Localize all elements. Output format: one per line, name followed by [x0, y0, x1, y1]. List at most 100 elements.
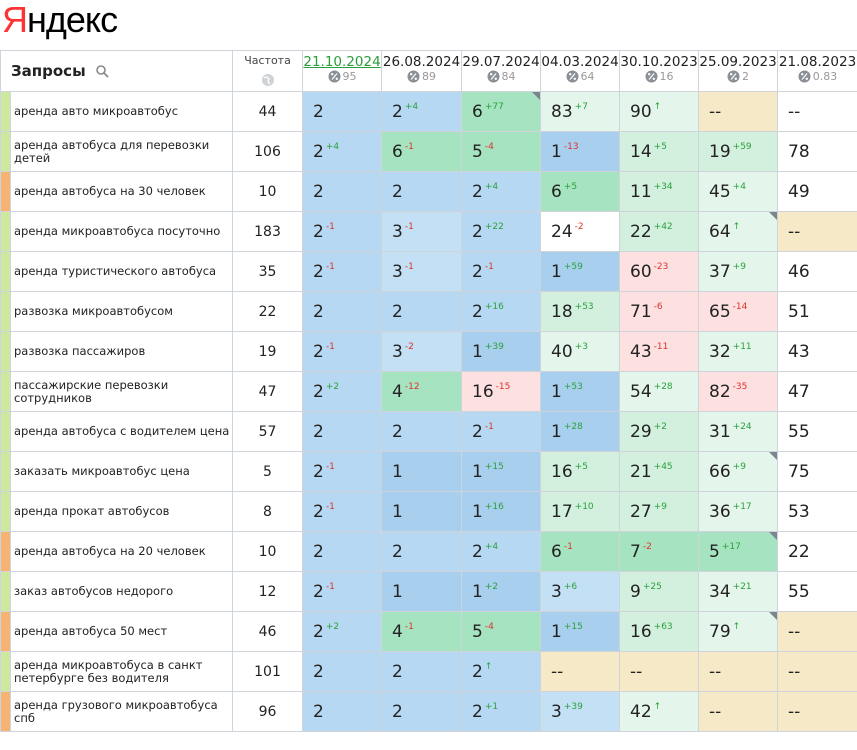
position-change: +63: [653, 621, 673, 632]
position-cell: 2 -1: [302, 451, 383, 492]
query-cell: заказ автобусов недорого: [9, 571, 234, 612]
position-cell: 40 +3: [540, 331, 621, 372]
date-label: 25.09.2023: [699, 54, 777, 70]
position-value: 16: [551, 461, 573, 482]
position-value: 55: [788, 421, 810, 442]
row-marker: [0, 491, 11, 532]
position-cell: 2: [381, 291, 463, 332]
position-value: 3: [392, 261, 403, 282]
position-value: 2: [392, 541, 403, 562]
date-header[interactable]: 25.09.2023 2: [698, 50, 779, 92]
query-cell: развозка пассажиров: [9, 331, 234, 372]
date-sub: 64: [542, 70, 619, 83]
position-change: -1: [325, 261, 335, 272]
position-change: -1: [404, 621, 414, 632]
date-sub: 2: [700, 70, 777, 83]
position-cell: 43: [777, 331, 857, 372]
table-row: аренда автобуса с водителем цена 57 2 2 2 -1 1…: [0, 411, 857, 452]
position-cell: 31 +24: [698, 411, 779, 452]
date-header[interactable]: 30.10.2023 16: [619, 50, 700, 92]
position-value: 2: [472, 301, 483, 322]
position-value: 79: [709, 621, 731, 642]
search-icon[interactable]: [95, 64, 109, 78]
frequency-cell: 57: [232, 411, 304, 452]
percent-icon: [566, 70, 579, 83]
yandex-logo: Яндекс: [2, 0, 118, 40]
position-change: -1: [484, 261, 494, 272]
position-change: +17: [721, 541, 741, 552]
position-value: --: [788, 701, 801, 722]
position-cell: 78: [777, 131, 857, 172]
position-value: 2: [313, 141, 324, 162]
date-header[interactable]: 26.08.2024 89: [381, 50, 463, 92]
position-cell: 2: [302, 171, 383, 212]
position-cell: 18 +53: [540, 291, 621, 332]
date-header[interactable]: 21.08.2023 0.83: [777, 50, 857, 92]
position-cell: --: [777, 211, 857, 252]
position-value: 4: [392, 621, 403, 642]
position-change: +28: [653, 381, 673, 392]
date-header[interactable]: 21.10.2024 95: [302, 50, 383, 92]
position-cell: 2: [302, 91, 383, 132]
date-sub: 16: [621, 70, 698, 83]
cell-corner-marker: [769, 612, 777, 620]
position-cell: 2 -1: [302, 491, 383, 532]
position-change: +59: [732, 141, 752, 152]
position-value: 1: [392, 461, 403, 482]
table-row: аренда автобуса на 30 человек 10 2 2 2 +4 6 +5 1…: [0, 171, 857, 212]
position-change: +15: [484, 461, 504, 472]
date-percent: 89: [422, 69, 437, 83]
globe-icon: [261, 74, 274, 86]
position-value: 31: [709, 421, 731, 442]
position-cell: 36 +17: [698, 491, 779, 532]
position-cell: 2 -1: [302, 251, 383, 292]
date-percent: 0.83: [812, 69, 838, 83]
position-change: +4: [732, 181, 746, 192]
row-marker: [0, 571, 11, 612]
row-marker: [0, 411, 11, 452]
position-value: 42: [630, 701, 652, 722]
position-value: --: [709, 701, 722, 722]
position-cell: 16 +5: [540, 451, 621, 492]
position-value: 5: [472, 141, 483, 162]
query-header[interactable]: Запросы: [0, 50, 234, 92]
table-row: аренда микроавтобуса посуточно 183 2 -1 3 -1 2…: [0, 211, 857, 252]
cell-corner-marker: [532, 92, 540, 100]
position-change: +9: [732, 461, 746, 472]
header-row: Запросы Частота 21.10.2024 95 26.08.2024 89…: [0, 50, 857, 92]
frequency-cell: 183: [232, 211, 304, 252]
position-value: 66: [709, 461, 731, 482]
position-cell: 11 +34: [619, 171, 700, 212]
position-cell: --: [698, 91, 779, 132]
position-cell: 79 ↑: [698, 611, 779, 652]
position-change: +77: [484, 101, 504, 112]
position-value: 1: [551, 421, 562, 442]
position-cell: 55: [777, 571, 857, 612]
cell-corner-marker: [769, 532, 777, 540]
frequency-cell: 106: [232, 131, 304, 172]
date-sub: 84: [463, 70, 540, 83]
date-header[interactable]: 29.07.2024 84: [461, 50, 542, 92]
position-value: 46: [788, 261, 810, 282]
date-label: 26.08.2024: [382, 54, 461, 70]
query-cell: аренда автобуса на 30 человек: [9, 171, 234, 212]
date-header[interactable]: 04.03.2024 64: [540, 50, 621, 92]
position-value: 37: [709, 261, 731, 282]
position-change: ↑: [653, 701, 662, 712]
position-cell: 6 -1: [381, 131, 463, 172]
position-value: --: [788, 661, 801, 682]
position-cell: 3 +39: [540, 691, 621, 732]
position-value: 64: [709, 221, 731, 242]
position-cell: 19 +59: [698, 131, 779, 172]
position-cell: 49: [777, 171, 857, 212]
position-cell: 16 +63: [619, 611, 700, 652]
position-value: 49: [788, 181, 810, 202]
query-cell: аренда микроавтобуса в санкт петербурге …: [9, 651, 234, 692]
table-row: развозка микроавтобусом 22 2 2 2 +16 18 +53 71 -6…: [0, 291, 857, 332]
query-cell: аренда грузового микроавтобуса спб: [9, 691, 234, 732]
position-cell: 1: [381, 571, 463, 612]
position-cell: 1 +59: [540, 251, 621, 292]
position-change: +34: [653, 181, 673, 192]
frequency-header[interactable]: Частота: [232, 50, 304, 92]
position-value: 2: [392, 101, 403, 122]
